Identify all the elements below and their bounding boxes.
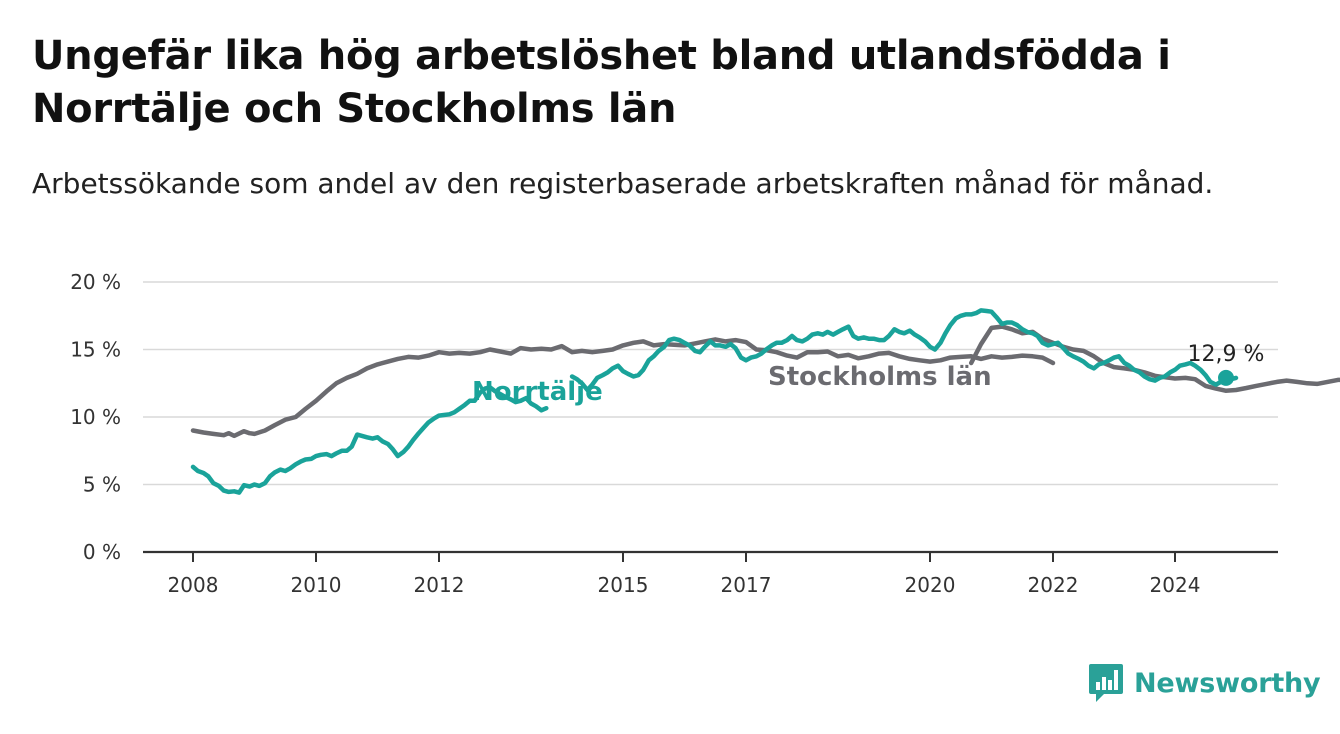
end-point-marker <box>1218 369 1234 386</box>
line-chart: 0 %5 %10 %15 %20 % 2008 2010 2012 2015 2017 2… <box>70 270 1340 597</box>
x-tick-label: 2022 <box>1028 573 1079 597</box>
y-tick-label: 15 % <box>70 338 121 362</box>
series-line-stockholms-lan <box>190 337 1056 439</box>
series-label-stockholms-lan: Stockholms län <box>768 362 992 392</box>
end-value-label: 12,9 % <box>1188 342 1265 367</box>
x-tick-label: 2024 <box>1150 573 1201 597</box>
x-axis-ticks: 2008 2010 2012 2015 2017 2020 2022 2024 <box>168 552 1201 597</box>
x-tick-label: 2015 <box>598 573 649 597</box>
brand-name: Newsworthy <box>1134 667 1321 699</box>
y-tick-label: 0 % <box>83 540 121 564</box>
series-lines <box>190 308 1340 495</box>
gridlines <box>143 281 1278 554</box>
brand-logo: Newsworthy <box>1088 660 1321 706</box>
x-tick-label: 2008 <box>168 573 219 597</box>
series-line-norrtalje <box>190 385 549 495</box>
series-label-norrtalje: Norrtälje <box>472 377 603 407</box>
y-tick-label: 5 % <box>83 473 121 497</box>
chart-title: Ungefär lika hög arbetslöshet bland utla… <box>32 33 1171 132</box>
x-tick-label: 2010 <box>291 573 342 597</box>
chart-subtitle: Arbetssökande som andel av den registerb… <box>32 167 1214 200</box>
y-axis-ticks: 0 % 5 % 10 % 15 % 20 % <box>70 270 121 564</box>
series-line-norrtalje <box>569 308 1239 393</box>
x-tick-label: 2017 <box>721 573 772 597</box>
bar-chart-speech-bubble-icon <box>1089 664 1123 702</box>
x-tick-label: 2020 <box>905 573 956 597</box>
x-tick-label: 2012 <box>414 573 465 597</box>
series-labels: Stockholms län Norrtälje 12,9 % <box>472 342 1264 407</box>
y-tick-label: 10 % <box>70 405 121 429</box>
y-tick-label: 20 % <box>70 270 121 294</box>
